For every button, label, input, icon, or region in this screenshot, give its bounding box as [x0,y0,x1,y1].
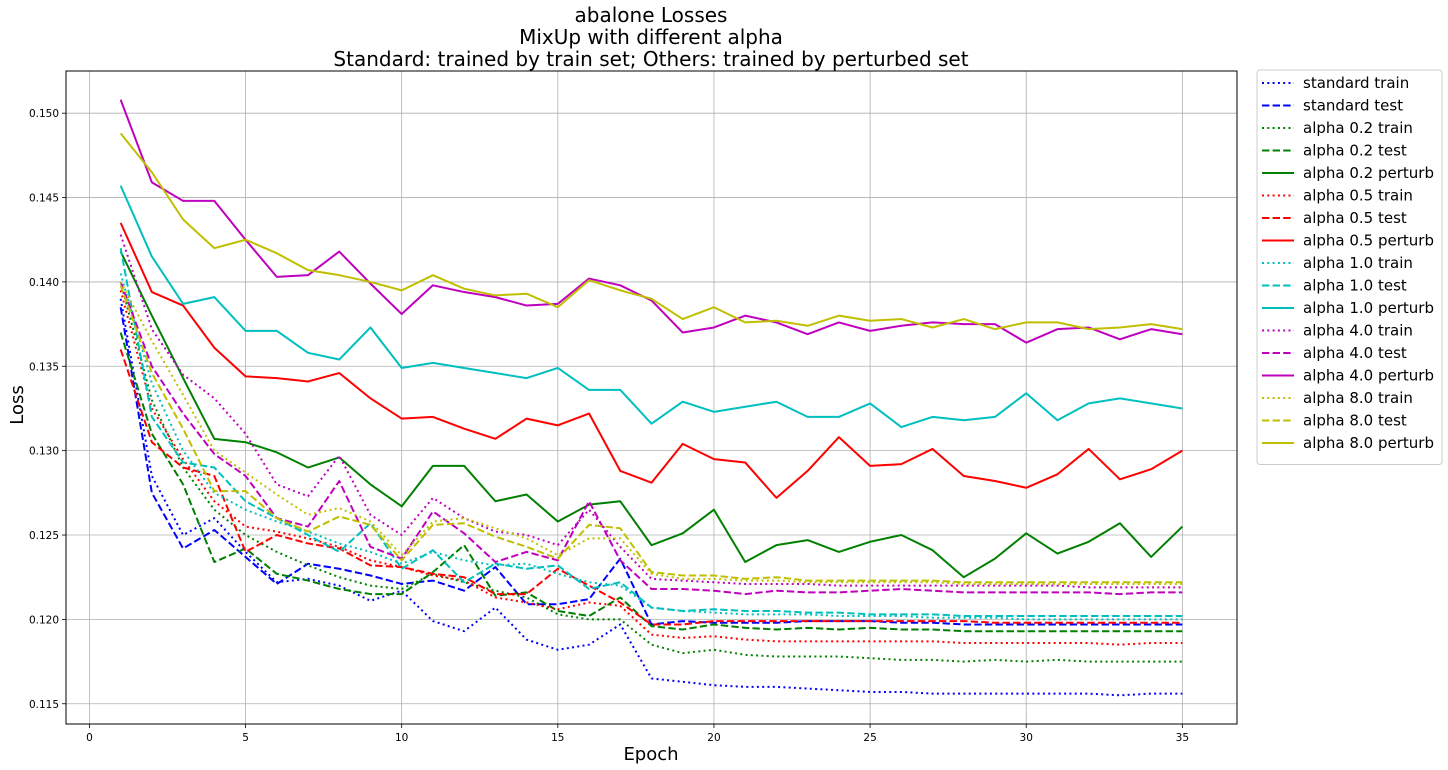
title-line-3: Standard: trained by train set; Others: … [333,47,968,71]
x-axis: 0 5 10 15 20 25 30 35 [86,724,1189,744]
x-tick-label: 10 [395,732,408,744]
title-line-2: MixUp with different alpha [519,25,783,49]
legend-label: alpha 0.5 train [1303,187,1413,205]
y-tick-label: 0.120 [29,614,59,626]
grid [66,71,1237,724]
x-tick-label: 25 [863,732,876,744]
legend: standard train standard test alpha 0.2 tra… [1256,69,1443,465]
series-line-standard-test [119,307,1183,626]
legend-label: alpha 4.0 perturb [1303,367,1434,385]
series-line-alpha-0-2-train [119,281,1183,663]
legend-frame [1256,69,1443,465]
legend-label: alpha 0.5 test [1303,209,1407,227]
series-line-alpha-0-5-train [119,290,1183,646]
legend-label: alpha 8.0 train [1303,389,1413,407]
chart-title: abalone Losses MixUp with different alph… [333,3,968,71]
title-line-1: abalone Losses [575,3,728,27]
legend-label: standard train [1303,74,1409,92]
x-axis-label: Epoch [623,744,678,765]
legend-label: alpha 0.2 train [1303,119,1413,137]
legend-label: alpha 1.0 perturb [1303,299,1434,317]
legend-label: alpha 0.2 perturb [1303,164,1434,182]
y-tick-label: 0.135 [29,361,59,373]
x-tick-label: 35 [1176,732,1189,744]
y-tick-label: 0.125 [29,530,59,542]
y-tick-label: 0.140 [29,277,59,289]
series-line-alpha-1-0-perturb [119,185,1183,429]
y-tick-label: 0.115 [29,699,59,711]
series-line-alpha-0-5-perturb [119,222,1183,499]
legend-label: alpha 4.0 test [1303,344,1407,362]
x-tick-label: 0 [86,732,93,744]
series-line-alpha-8-0-perturb [119,132,1183,331]
x-tick-label: 20 [707,732,720,744]
legend-label: alpha 0.2 test [1303,142,1407,160]
series-line-alpha-8-0-test [119,284,1183,584]
legend-label: alpha 8.0 test [1303,412,1407,430]
legend-label: alpha 0.5 perturb [1303,232,1434,250]
series-line-alpha-4-0-test [119,281,1183,596]
series-line-alpha-8-0-train [119,281,1183,585]
legend-label: alpha 1.0 train [1303,254,1413,272]
series-line-alpha-4-0-perturb [119,99,1183,344]
series-line-alpha-0-2-test [119,332,1183,633]
legend-label: alpha 8.0 perturb [1303,434,1434,452]
y-tick-label: 0.150 [29,108,59,120]
y-axis-label: Loss [7,385,28,424]
series-line-alpha-1-0-test [119,247,1183,618]
series-line-alpha-0-2-perturb [119,251,1184,579]
plot-series [119,99,1184,697]
legend-label: standard test [1303,97,1403,115]
x-tick-label: 15 [551,732,564,744]
series-line-standard-train [119,298,1183,697]
x-tick-label: 5 [242,732,249,744]
plot-area-frame [65,70,1238,725]
y-tick-label: 0.145 [29,193,59,205]
y-axis: 0.115 0.120 0.125 0.130 0.135 0.140 0.145 0.150 [29,108,66,711]
series-line-alpha-4-0-train [119,234,1183,589]
legend-label: alpha 4.0 train [1303,322,1413,340]
legend-label: alpha 1.0 test [1303,277,1407,295]
x-tick-label: 30 [1020,732,1033,744]
series-line-alpha-0-5-test [119,349,1183,626]
y-tick-label: 0.130 [29,446,59,458]
